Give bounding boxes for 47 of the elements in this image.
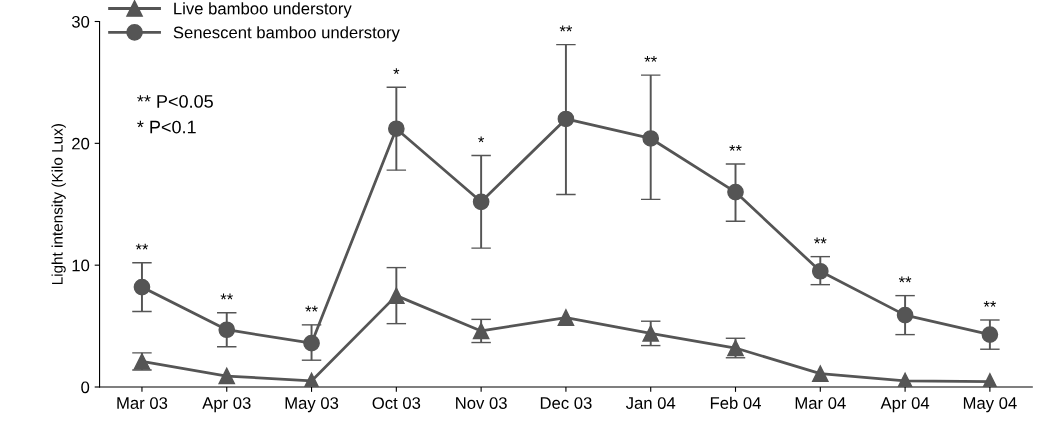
x-tick-label: Jan 04 (625, 397, 676, 409)
annotation: * (393, 68, 400, 75)
point (472, 193, 490, 211)
point (557, 110, 575, 128)
point (642, 130, 660, 147)
y-tick-label: 10 (72, 259, 90, 272)
point (642, 325, 660, 342)
x-tick-label: Feb 04 (710, 396, 761, 409)
annotation: ** (220, 293, 233, 300)
point (727, 183, 744, 201)
annotation: ** P<0.05 (137, 95, 213, 108)
annotation: ** (729, 144, 742, 151)
x-tick-label: Mar 03 (117, 397, 168, 409)
point (557, 309, 575, 326)
point (303, 334, 320, 352)
annotation: * P<0.1 (137, 120, 196, 134)
point (218, 367, 236, 385)
annotation: ** (644, 56, 657, 62)
x-tick-label: Mar 04 (795, 397, 846, 409)
annotation: ** (898, 276, 912, 283)
y-tick-label: 20 (72, 137, 90, 150)
annotation: ** (814, 237, 827, 244)
point (388, 120, 405, 138)
annotation: ** (559, 25, 573, 32)
x-tick-label: Nov 03 (456, 397, 507, 409)
point (896, 306, 914, 324)
x-tick-label: May 04 (963, 397, 1017, 413)
x-tick-label: Apr 04 (880, 397, 930, 413)
y-tick-label: 0 (81, 381, 90, 394)
point (811, 365, 829, 382)
x-tick-label: Dec 03 (540, 397, 592, 409)
point (981, 326, 999, 343)
annotation: ** (135, 243, 149, 250)
point (133, 278, 151, 296)
point (388, 287, 405, 304)
y-tick-label: 30 (71, 15, 90, 28)
x-tick-label: May 03 (285, 397, 339, 413)
x-tick-label: Oct 03 (372, 397, 421, 409)
annotation: * (478, 136, 485, 143)
annotation: ** (983, 300, 997, 307)
point (218, 321, 236, 339)
legend-label: Senescent bamboo understory (173, 26, 400, 42)
point (811, 262, 829, 280)
legend-label: Live bamboo understory (174, 2, 352, 18)
x-tick-label: Apr 03 (202, 397, 251, 413)
y-axis-title: Light intensity (Kilo Lux) (51, 124, 66, 285)
annotation: ** (305, 305, 318, 312)
